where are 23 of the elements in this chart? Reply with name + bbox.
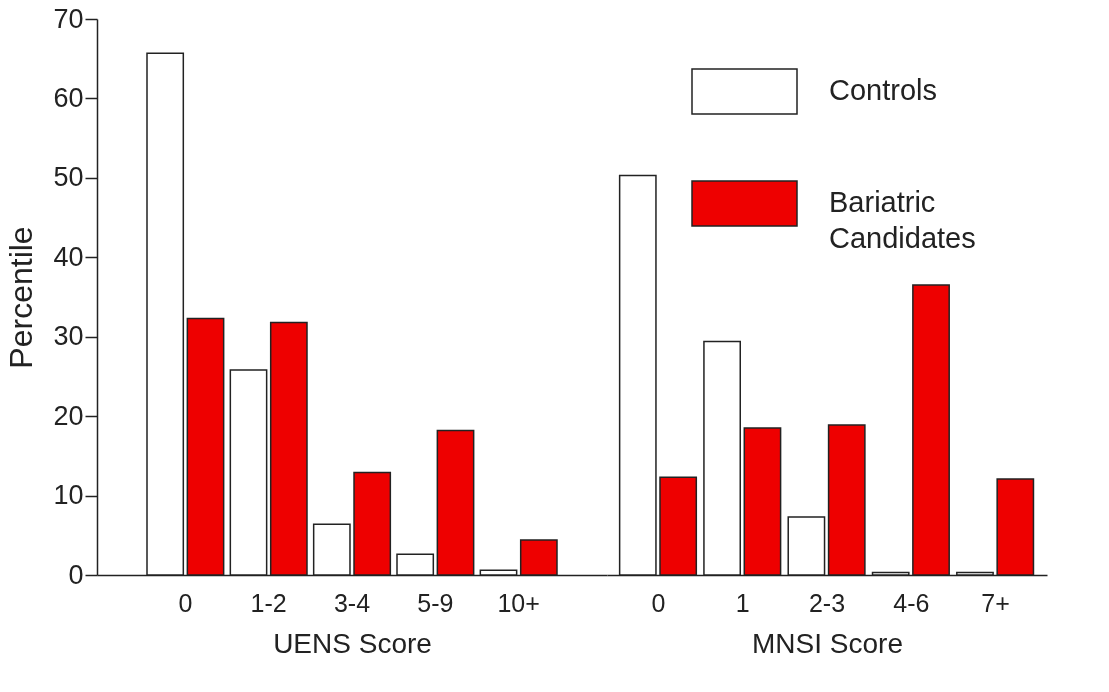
x-axis-title: MNSI Score bbox=[752, 627, 903, 659]
x-tick-label: 4-6 bbox=[893, 588, 930, 617]
x-tick-label: 1 bbox=[735, 588, 750, 617]
x-tick-label: 7+ bbox=[981, 588, 1010, 617]
x-tick-label: 0 bbox=[178, 588, 193, 617]
legend-label: Controls bbox=[829, 74, 937, 106]
y-tick-label: 40 bbox=[53, 241, 84, 272]
y-tick-label: 70 bbox=[53, 3, 84, 34]
x-tick-label: 0 bbox=[651, 588, 666, 617]
y-tick-label: 0 bbox=[68, 559, 84, 590]
x-tick-label: 3-4 bbox=[333, 588, 371, 617]
x-tick-label: 10+ bbox=[497, 588, 540, 617]
x-tick-label: 5-9 bbox=[417, 588, 454, 617]
legend-label: Bariatric Candidates bbox=[829, 186, 976, 254]
x-axis-title: UENS Score bbox=[273, 627, 432, 659]
y-axis-title: Percentile bbox=[3, 226, 40, 369]
y-tick-label: 10 bbox=[53, 480, 84, 511]
y-tick-label: 50 bbox=[53, 162, 84, 193]
y-tick-label: 60 bbox=[53, 82, 84, 113]
x-tick-label: 1-2 bbox=[250, 588, 287, 617]
x-tick-label: 2-3 bbox=[808, 588, 846, 617]
y-tick-label: 20 bbox=[53, 400, 84, 431]
y-tick-label: 30 bbox=[53, 321, 84, 352]
